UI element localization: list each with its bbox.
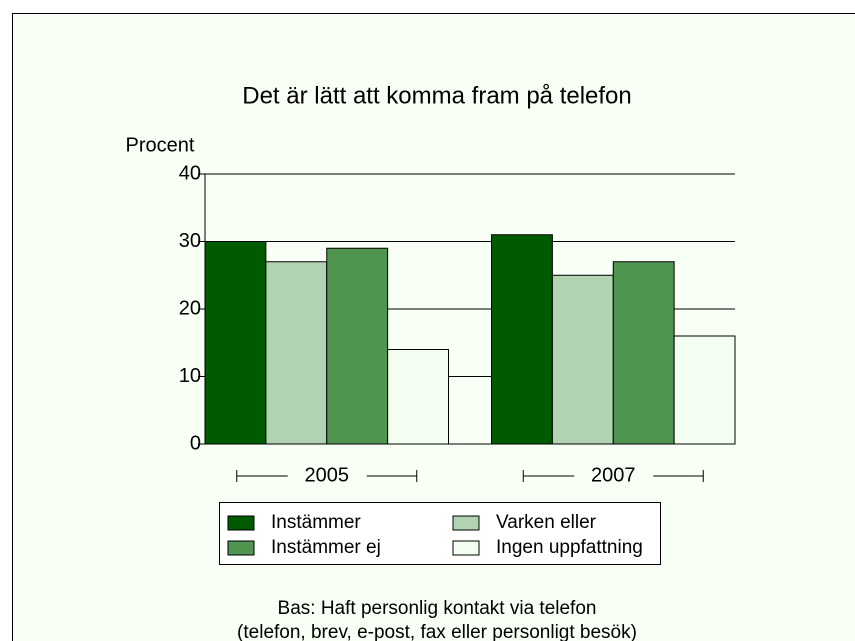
legend-label: Varken eller (496, 512, 597, 533)
bar (326, 247, 389, 445)
legend-label: Ingen uppfattning (496, 537, 643, 558)
legend-swatch (452, 540, 480, 556)
legend-swatch (227, 540, 255, 556)
bar (551, 274, 614, 445)
x-tick-label: 2005 (305, 464, 350, 486)
bar (673, 335, 736, 445)
bar (612, 261, 675, 445)
y-tick-label: 10 (179, 365, 201, 387)
x-tick-label: 2007 (591, 464, 636, 486)
footnote: Bas: Haft personlig kontakt via telefon (278, 598, 597, 619)
y-tick-label: 40 (179, 162, 201, 184)
bar (204, 241, 267, 445)
legend-box (219, 502, 661, 565)
legend-swatch (452, 515, 480, 531)
y-tick-label: 30 (179, 230, 201, 252)
chart-title: Det är lätt att komma fram på telefon (242, 82, 632, 109)
bar (265, 261, 328, 445)
y-tick-label: 0 (190, 432, 201, 454)
footnote: (telefon, brev, e-post, fax eller person… (237, 622, 637, 641)
legend-label: Instämmer (271, 512, 361, 533)
y-tick-label: 20 (179, 297, 201, 319)
legend-label: Instämmer ej (271, 537, 381, 558)
legend-swatch (227, 515, 255, 531)
bar (387, 349, 449, 445)
y-axis-label: Procent (126, 134, 195, 156)
bar (491, 234, 553, 445)
